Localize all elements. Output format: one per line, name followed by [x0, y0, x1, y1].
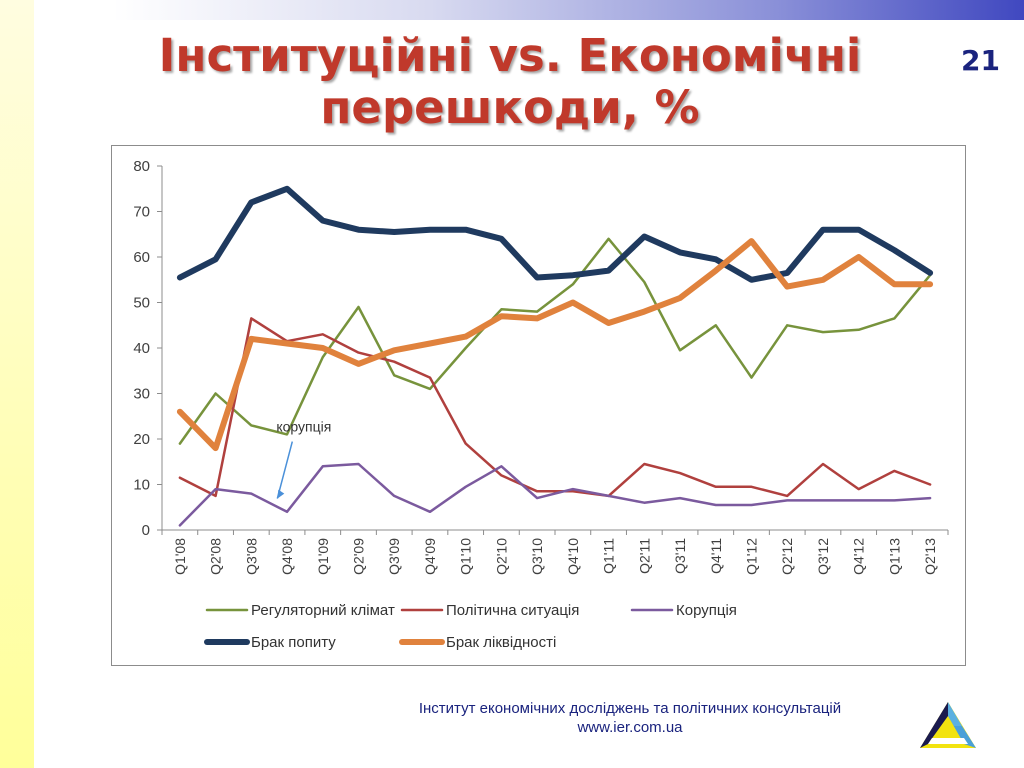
x-tick-label: Q2'11 — [636, 538, 652, 574]
slide-title: Інституційні vs. Економічні перешкоди, % — [100, 30, 920, 134]
title-line-1: Інституційні vs. Економічні — [158, 29, 862, 82]
legend-label: Брак ліквідності — [446, 634, 556, 651]
series-line — [176, 238, 934, 452]
legend-label: Корупція — [676, 602, 737, 619]
x-tick-label: Q1'09 — [315, 538, 331, 575]
institute-logo-icon — [920, 702, 976, 748]
annotation-arrow — [276, 441, 294, 499]
y-tick-label: 20 — [133, 431, 150, 448]
y-tick-label: 70 — [133, 204, 150, 221]
x-tick-label: Q2'12 — [779, 538, 795, 575]
footer-url[interactable]: www.ier.com.ua — [577, 719, 683, 736]
y-tick-label: 80 — [133, 158, 150, 175]
legend-label: Брак попиту — [251, 634, 336, 651]
x-tick-label: Q3'12 — [815, 538, 831, 575]
x-tick-label: Q1'12 — [744, 538, 760, 575]
y-tick-label: 30 — [133, 386, 150, 403]
x-tick-label: Q4'10 — [565, 538, 581, 575]
x-tick-label: Q1'10 — [458, 538, 474, 575]
slide-number: 21 — [961, 44, 1000, 77]
left-accent-bar — [0, 0, 34, 768]
x-tick-label: Q2'08 — [208, 538, 224, 575]
annotation-label: корупція — [276, 419, 331, 435]
y-tick-label: 50 — [133, 295, 150, 312]
title-line-2: перешкоди, % — [320, 81, 700, 134]
footer-organization: Інститут економічних досліджень та політ… — [418, 700, 842, 717]
x-tick-label: Q1'08 — [172, 538, 188, 575]
x-tick-label: Q1'11 — [601, 538, 617, 574]
x-tick-label: Q3'10 — [529, 538, 545, 575]
x-tick-label: Q3'09 — [386, 538, 402, 575]
x-tick-label: Q3'08 — [243, 538, 259, 575]
x-tick-label: Q2'13 — [922, 538, 938, 575]
y-tick-label: 60 — [133, 249, 150, 266]
x-tick-label: Q2'09 — [351, 538, 367, 575]
x-tick-label: Q4'08 — [279, 538, 295, 575]
x-tick-label: Q4'09 — [422, 538, 438, 575]
series-line — [178, 462, 932, 527]
x-tick-label: Q2'10 — [493, 538, 509, 575]
y-tick-label: 0 — [142, 522, 150, 539]
legend-label: Регуляторний клімат — [251, 602, 395, 619]
top-gradient-band — [34, 0, 1024, 20]
chart-frame: 0 10 20 30 40 50 60 70 80 Q1'08 Q2'08 Q3'08 Q4'08 Q1'… — [111, 145, 966, 666]
series-line — [178, 317, 932, 498]
annotation-arrowhead — [277, 489, 285, 499]
footer: Інститут економічних досліджень та політ… — [300, 699, 960, 737]
line-chart: 0 10 20 30 40 50 60 70 80 Q1'08 Q2'08 Q3'08 Q4'08 Q1'… — [133, 158, 949, 651]
x-tick-label: Q4'11 — [708, 538, 724, 574]
y-tick-label: 10 — [133, 477, 150, 494]
x-tick-label: Q3'11 — [672, 538, 688, 574]
series-line — [178, 237, 932, 445]
legend-label: Політична ситуація — [446, 602, 579, 619]
series-line — [176, 185, 934, 283]
x-tick-label: Q4'12 — [851, 538, 867, 575]
y-tick-label: 40 — [133, 340, 150, 357]
x-tick-label: Q1'13 — [886, 538, 902, 575]
